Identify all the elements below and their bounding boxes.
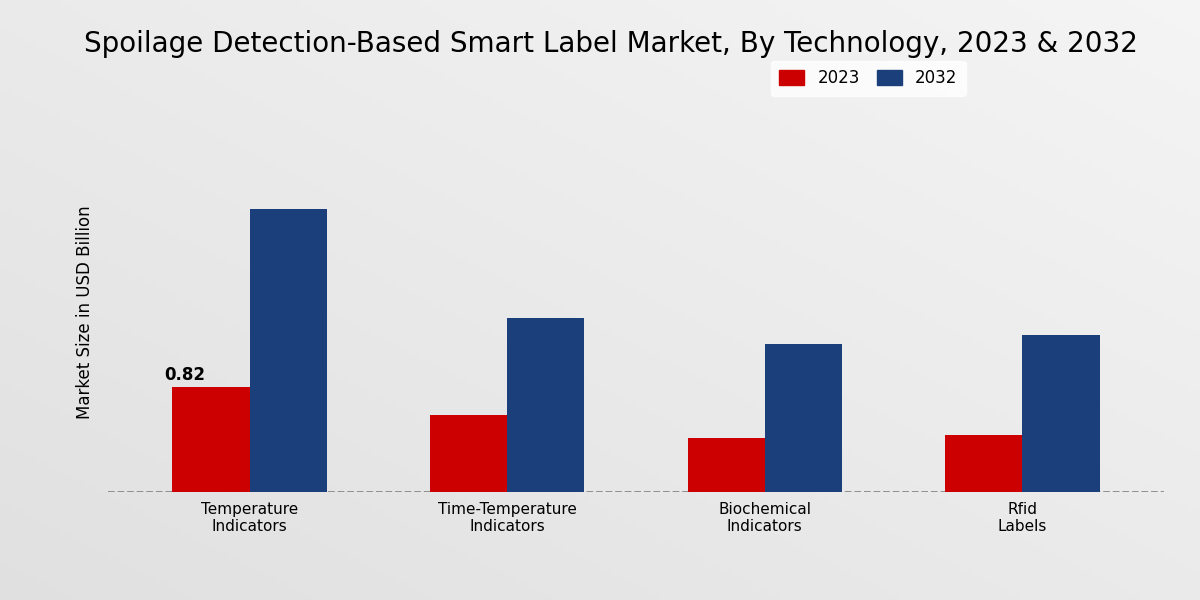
Text: 0.82: 0.82 (164, 366, 205, 384)
Y-axis label: Market Size in USD Billion: Market Size in USD Billion (76, 205, 94, 419)
Bar (250, 209, 326, 492)
Text: Spoilage Detection-Based Smart Label Market, By Technology, 2023 & 2032: Spoilage Detection-Based Smart Label Mar… (84, 30, 1138, 58)
Bar (173, 386, 250, 492)
Bar (430, 415, 508, 492)
Bar (764, 344, 842, 492)
Bar (946, 436, 1022, 492)
Bar (508, 319, 584, 492)
Legend: 2023, 2032: 2023, 2032 (770, 61, 966, 96)
Bar (688, 438, 764, 492)
Bar (1022, 335, 1099, 492)
